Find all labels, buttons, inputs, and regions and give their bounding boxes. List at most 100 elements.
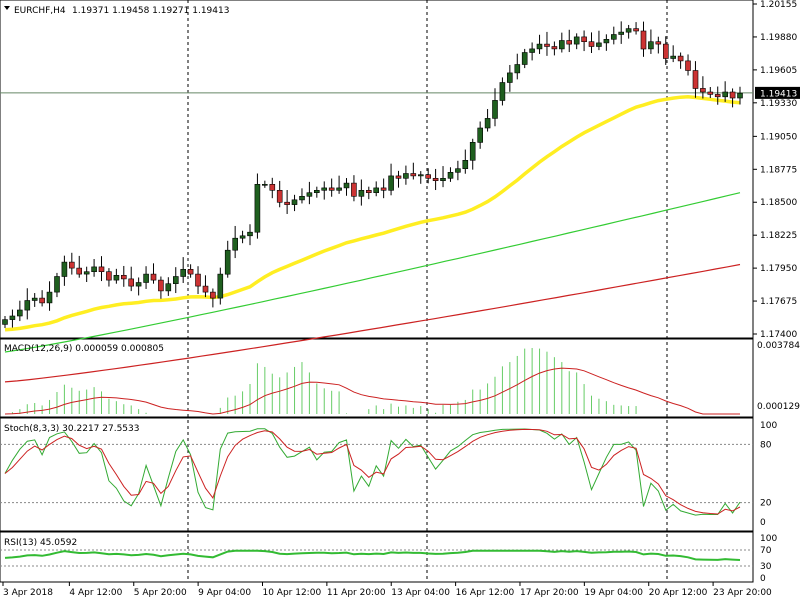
- price-tick-label: 1.19330: [760, 99, 797, 109]
- bear-candle: [677, 55, 684, 62]
- rsi-label: RSI(13) 45.0592: [4, 538, 77, 548]
- price-tick-label: 1.19880: [760, 33, 797, 43]
- bull-candle: [336, 187, 342, 191]
- bull-candle: [46, 291, 53, 304]
- macd-panel: [4, 348, 741, 415]
- ma-green-line: [4, 192, 741, 353]
- bull-candle: [217, 273, 224, 299]
- dropdown-icon[interactable]: [4, 6, 10, 10]
- stoch-tick-label: 20: [760, 499, 772, 509]
- price-tick-label: 1.19050: [760, 132, 797, 142]
- bull-candle: [261, 184, 268, 186]
- bear-candle: [284, 201, 290, 205]
- price-panel: [0, 21, 753, 383]
- bull-candle: [313, 190, 320, 194]
- bull-candle: [447, 172, 454, 179]
- macd-tick-label: 0.003784: [757, 341, 800, 351]
- rsi-tick-label: 30: [760, 562, 772, 572]
- ma-red-line: [4, 263, 741, 383]
- stoch-label: Stoch(8,3,3) 30.2217 27.5533: [4, 424, 139, 434]
- bull-candle: [484, 118, 491, 129]
- stoch-tick-label: 0: [760, 518, 766, 528]
- bear-candle: [692, 70, 699, 89]
- price-tick-label: 1.18500: [760, 198, 797, 208]
- time-tick-label: 16 Apr 12:00: [456, 588, 515, 598]
- bull-candle: [321, 187, 328, 191]
- macd-signal-line: [4, 367, 740, 415]
- price-panel-frame: [0, 0, 754, 339]
- ohlc-label: 1.19371 1.19458 1.19271 1.19413: [72, 6, 229, 16]
- bull-candle: [254, 184, 261, 233]
- price-tick-label: 1.18775: [760, 165, 797, 175]
- bear-candle: [410, 173, 417, 177]
- stoch-signal-line: [4, 428, 741, 515]
- rsi-line: [4, 549, 741, 561]
- bull-candle: [610, 34, 617, 40]
- bull-candle: [573, 36, 580, 45]
- time-tick-label: 23 Apr 20:00: [713, 588, 772, 598]
- bear-candle: [210, 291, 216, 299]
- bear-candle: [566, 40, 573, 45]
- ma-yellow-line: [4, 95, 741, 332]
- bear-candle: [640, 30, 647, 50]
- bull-candle: [440, 178, 446, 182]
- bull-candle: [648, 41, 654, 50]
- bull-candle: [343, 182, 350, 189]
- price-tick-label: 1.20155: [760, 0, 797, 10]
- rsi-tick-label: 0: [760, 574, 766, 584]
- bear-candle: [655, 41, 662, 45]
- bull-candle: [83, 271, 90, 275]
- bear-candle: [106, 271, 112, 281]
- bull-candle: [180, 268, 186, 277]
- bull-candle: [514, 64, 521, 74]
- bull-candle: [477, 127, 484, 143]
- bull-candle: [462, 160, 469, 170]
- macd-tick-label: 0.000129: [757, 402, 800, 412]
- stoch-panel: [0, 428, 753, 516]
- time-tick-label: 11 Apr 20:00: [327, 588, 386, 598]
- bull-candle: [358, 190, 365, 197]
- period-separators: [187, 0, 668, 582]
- bull-candle: [403, 173, 409, 179]
- bear-candle: [128, 278, 134, 287]
- bull-candle: [670, 55, 677, 59]
- rsi-tick-label: 70: [760, 546, 772, 556]
- bull-candle: [224, 249, 231, 275]
- stoch-tick-label: 80: [760, 440, 772, 450]
- stoch-main-line: [4, 428, 741, 516]
- bull-candle: [135, 282, 142, 287]
- bear-candle: [351, 182, 357, 197]
- price-tick-label: 1.19605: [760, 66, 797, 76]
- bull-candle: [521, 52, 528, 65]
- bear-candle: [195, 273, 201, 287]
- bull-candle: [16, 309, 23, 317]
- bull-candle: [247, 231, 253, 237]
- rsi-panel: [0, 549, 753, 567]
- bull-candle: [618, 31, 625, 35]
- macd-panel-frame: [0, 338, 754, 418]
- bear-candle: [544, 43, 550, 47]
- bull-candle: [54, 276, 60, 293]
- current-price-label: 1.19413: [760, 89, 797, 99]
- bear-candle: [121, 274, 127, 280]
- bear-candle: [685, 60, 691, 71]
- bear-candle: [662, 43, 669, 59]
- bull-candle: [529, 48, 535, 53]
- time-tick-label: 17 Apr 20:00: [520, 588, 579, 598]
- bear-candle: [395, 175, 402, 179]
- time-tick-label: 13 Apr 04:00: [391, 588, 450, 598]
- bull-candle: [625, 28, 632, 33]
- bear-candle: [707, 91, 714, 95]
- bear-candle: [269, 184, 276, 191]
- bull-candle: [558, 40, 565, 50]
- bear-candle: [39, 297, 45, 304]
- bull-candle: [113, 274, 120, 281]
- bear-candle: [551, 46, 558, 50]
- bull-candle: [469, 142, 476, 161]
- bear-candle: [633, 28, 639, 32]
- rsi-panel-frame: [0, 531, 754, 583]
- bull-candle: [2, 319, 8, 325]
